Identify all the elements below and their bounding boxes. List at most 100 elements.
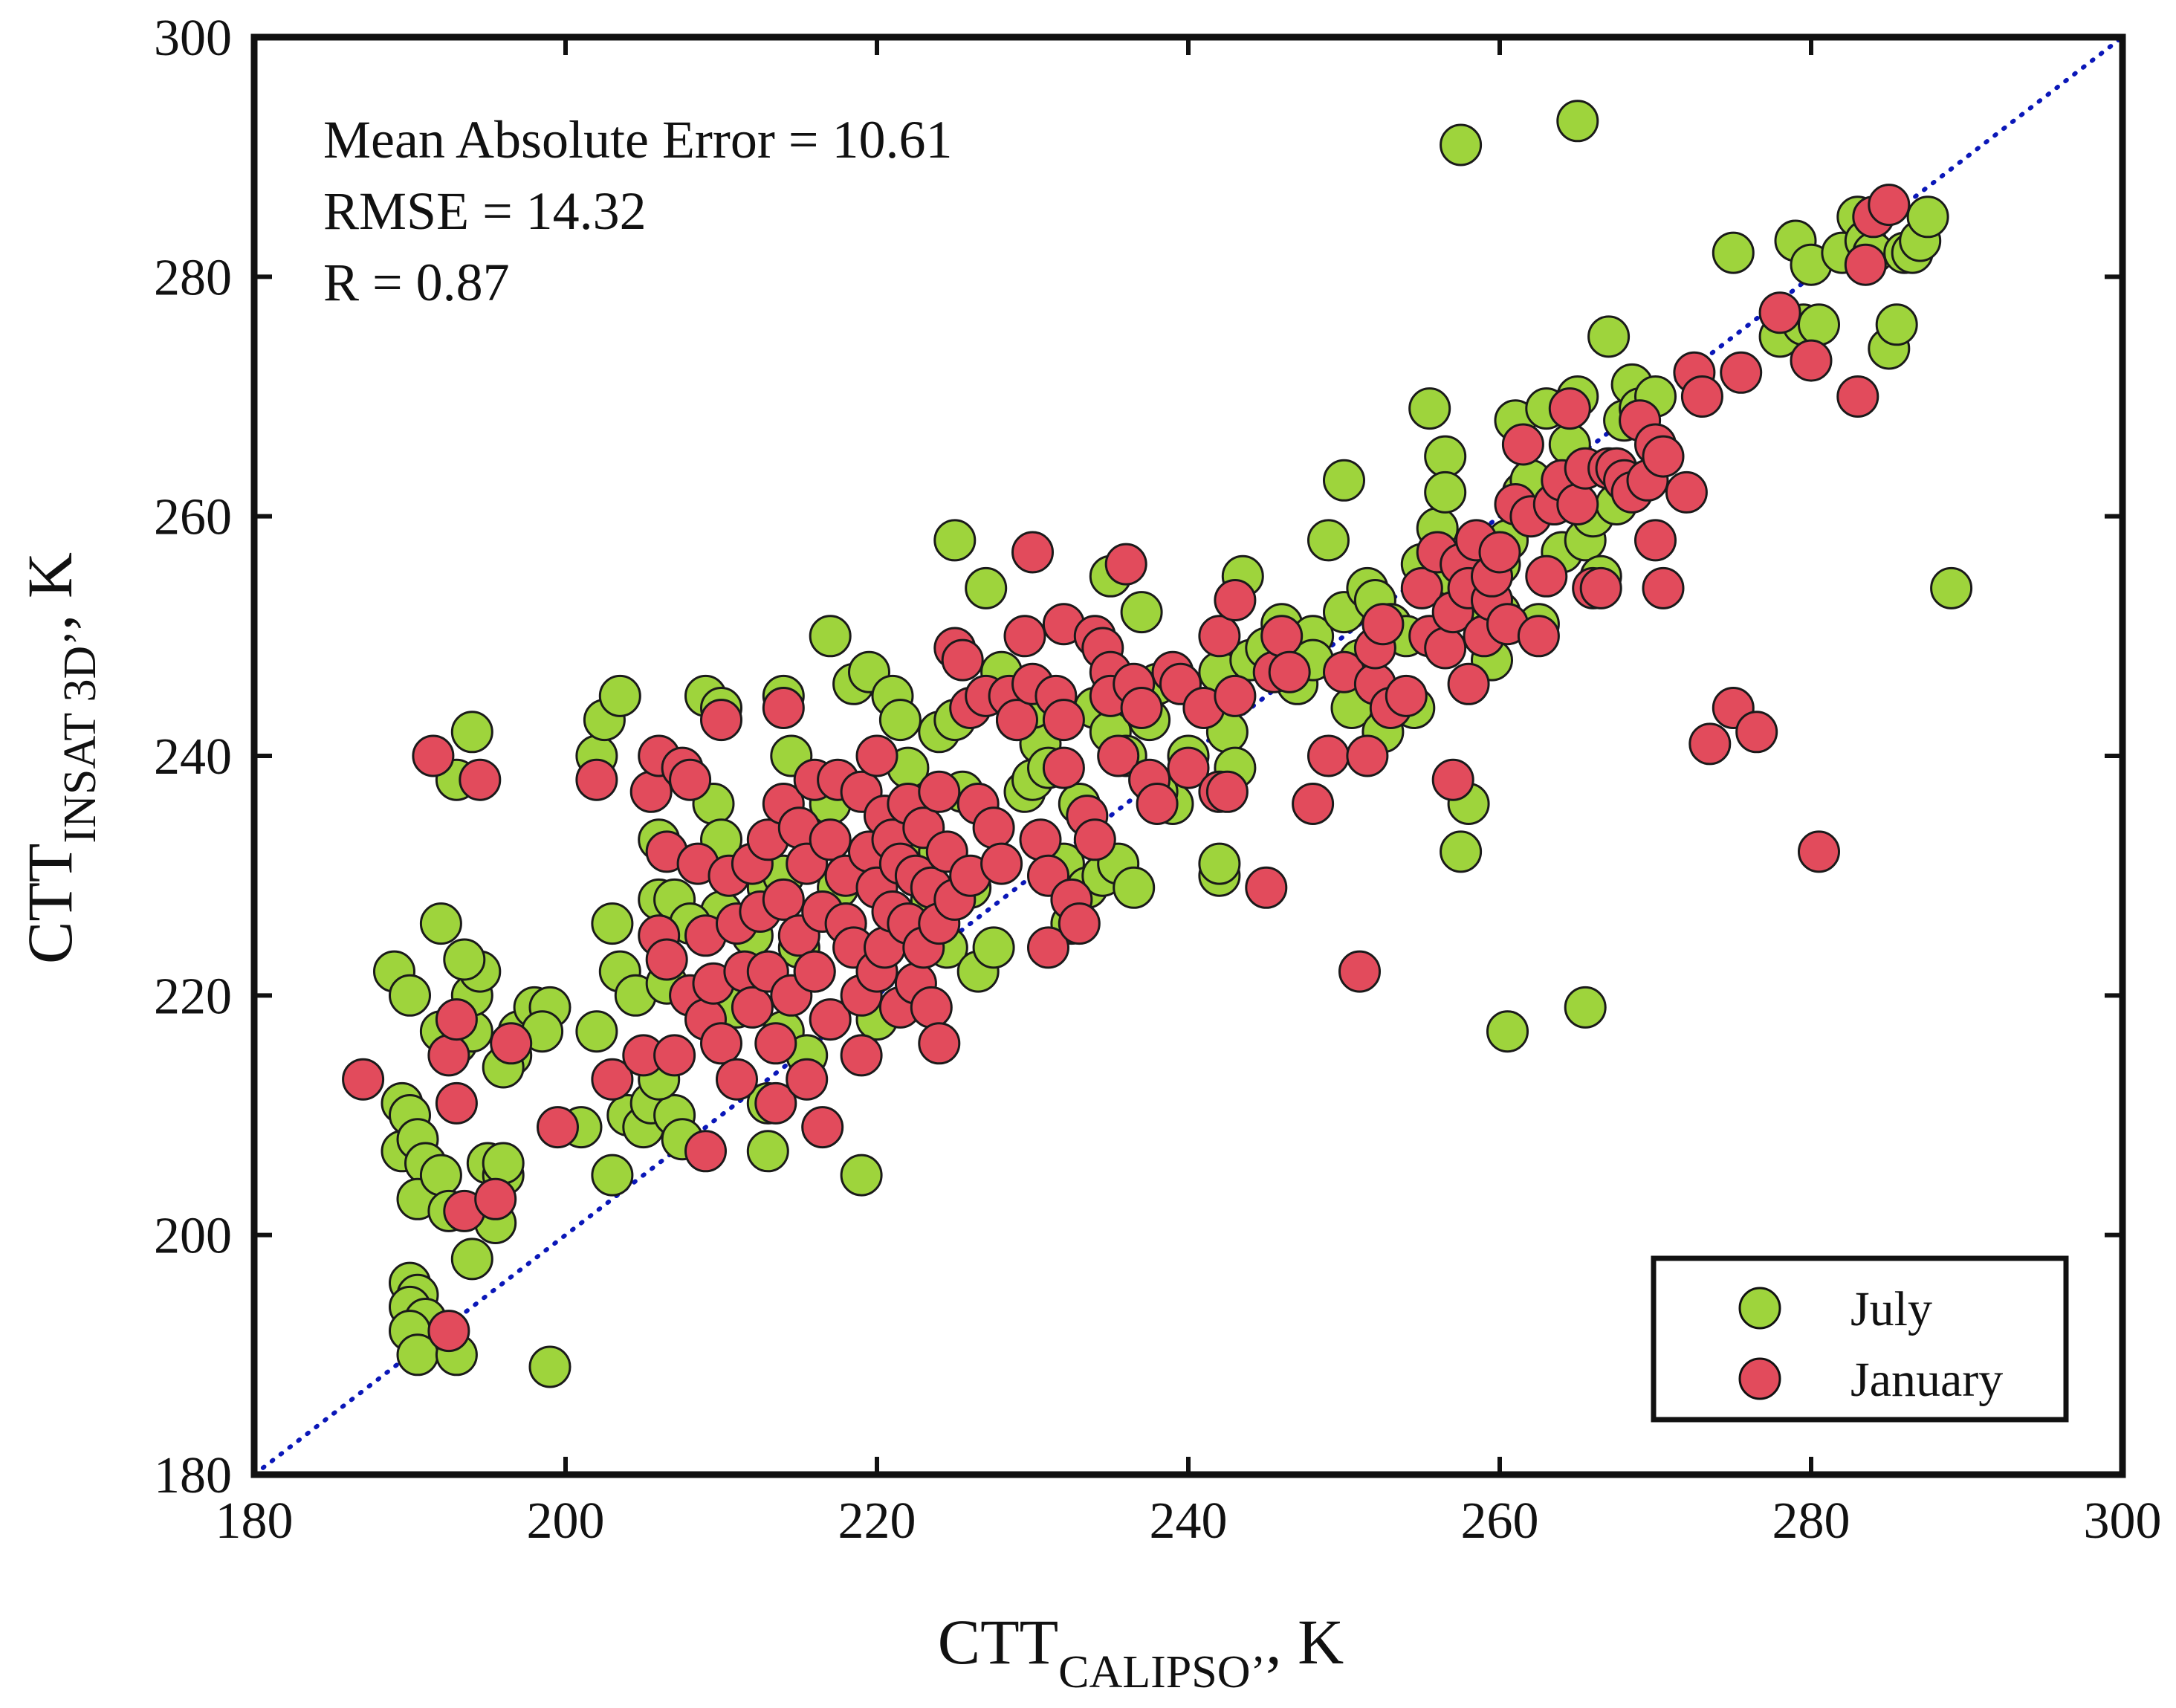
point-january [786,1058,829,1101]
point-january [575,758,618,801]
y-tick-label: 200 [154,1208,232,1265]
point-january [1665,470,1708,514]
point-january [1042,746,1085,789]
point-january [1003,615,1046,658]
series-january [342,184,1911,1353]
point-july [450,1238,493,1281]
point-january [490,1022,533,1065]
point-january [1260,615,1304,658]
point-january [1307,734,1350,777]
point-july [1906,195,1949,239]
point-july [528,1345,571,1388]
point-january [1167,746,1210,789]
point-july [575,1010,618,1053]
point-july [591,902,634,945]
point-january [941,638,984,682]
point-january [1205,770,1249,813]
point-july [1564,986,1607,1029]
point-january [1868,184,1911,227]
point-january [1478,531,1521,574]
point-january [1431,758,1474,801]
point-july [840,1154,883,1197]
point-january [1790,339,1833,382]
point-january [1634,519,1677,562]
point-july [1930,566,1973,609]
point-january [754,1081,797,1125]
x-tick-label: 180 [216,1492,294,1550]
point-january [918,770,961,813]
point-january [1758,291,1801,334]
point-january [1642,566,1685,609]
x-tick-label: 240 [1150,1492,1228,1550]
x-tick-label: 200 [527,1492,605,1550]
point-january [435,998,478,1041]
y-axis-title-suffix: , K [14,552,85,630]
point-july [809,615,852,658]
point-july [1798,303,1840,346]
point-january [1214,579,1257,621]
point-july [1323,459,1365,502]
point-july [746,1130,789,1173]
point-july [482,1142,525,1185]
point-january [1214,674,1257,717]
stat-rmse: RMSE = 14.32 [323,181,647,241]
point-july [1424,470,1467,514]
point-january [1385,674,1428,717]
y-tick-label: 300 [154,10,232,67]
x-axis-title-main: CTT [938,1606,1058,1678]
point-july [443,938,486,981]
point-january [1447,662,1490,705]
point-july [1307,519,1350,562]
point-july [1120,591,1163,634]
point-january [1400,566,1443,609]
point-january [1424,627,1467,670]
legend-box [1651,1255,2069,1423]
point-january [1011,531,1054,574]
point-january [700,699,742,742]
point-january [1019,818,1062,861]
point-july [1587,315,1631,358]
point-january [591,1058,634,1101]
point-january [918,1022,961,1065]
point-january [1027,926,1069,969]
legend: July January [1651,1255,2069,1423]
point-january [1104,543,1147,586]
point-january [1642,435,1685,478]
point-july [1712,231,1755,274]
point-january [1556,483,1599,525]
point-january [1798,830,1840,873]
point-july [1556,100,1599,143]
point-january [731,986,774,1029]
point-january [1198,615,1241,658]
point-january [700,1022,742,1065]
point-july [972,926,1015,969]
point-july [598,674,641,717]
y-tick-label: 180 [154,1447,232,1504]
point-july [389,974,431,1017]
point-january [1361,603,1405,646]
point-january [1501,423,1544,466]
point-january [1042,699,1085,742]
point-january [809,998,852,1041]
point-january [910,986,953,1029]
x-axis-title-suffix: , K [1266,1606,1344,1678]
point-july [450,711,493,754]
y-axis-title-main: CTT [14,844,85,964]
point-july [933,519,977,562]
point-january [1097,734,1140,777]
x-tick-label: 260 [1461,1492,1539,1550]
point-january [840,1034,883,1077]
point-january [459,758,502,801]
y-axis-title: CTTINSAT 3D’, K [14,552,106,964]
point-july [878,699,922,742]
point-january [684,1130,727,1173]
point-january [537,1106,579,1149]
point-july [1875,303,1918,346]
point-july [1440,830,1483,873]
point-january [1268,650,1311,693]
point-january [1680,375,1723,418]
point-january [427,1310,470,1353]
stat-r: R = 0.87 [323,253,510,312]
point-july [1440,123,1483,166]
